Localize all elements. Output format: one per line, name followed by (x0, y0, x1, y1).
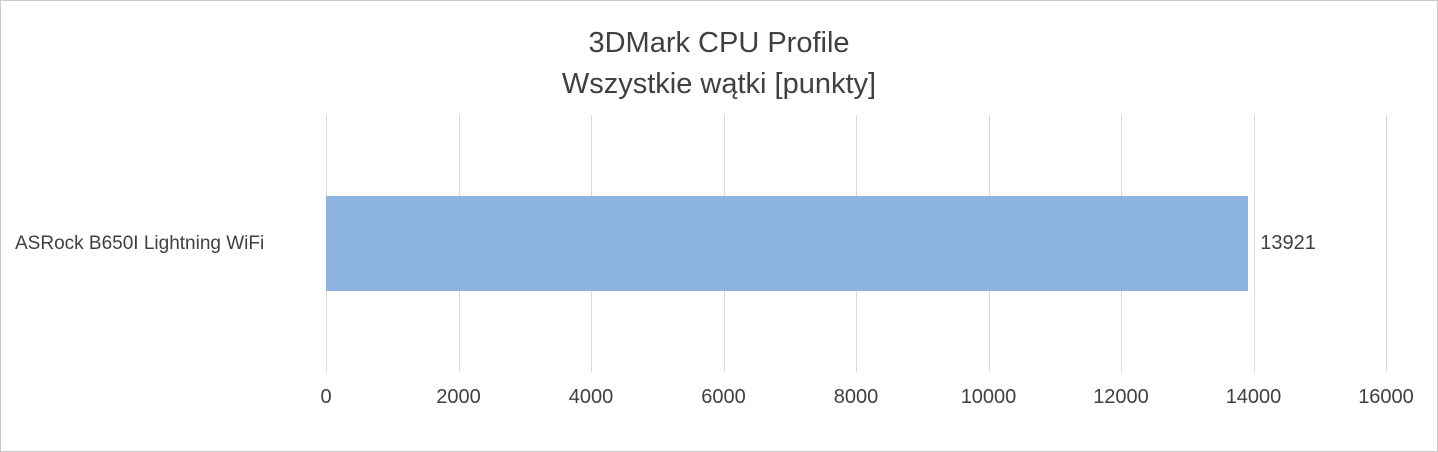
x-tick-label: 8000 (833, 386, 879, 408)
x-tick-label: 16000 (1358, 386, 1414, 408)
value-axis: 0 2000 4000 6000 8000 10000 12000 14000 16000 (320, 386, 1413, 426)
chart-title-block: 3DMark CPU Profile Wszystkie wątki [punk… (1, 1, 1437, 105)
chart-body: ASRock B650I Lightning WiFi 13921 (1, 115, 1437, 372)
plot-area: 13921 (326, 115, 1387, 372)
x-tick-label: 4000 (568, 386, 614, 408)
value-label: 13921 (1260, 232, 1316, 254)
x-tick-label: 6000 (701, 386, 746, 408)
x-tick-label: 2000 (436, 386, 481, 408)
x-tick-label: 10000 (960, 386, 1017, 408)
category-label: ASRock B650I Lightning WiFi (15, 232, 265, 254)
x-tick-label: 12000 (1093, 386, 1149, 408)
chart-subtitle: Wszystkie wątki [punkty] (561, 68, 877, 100)
gridline (1253, 115, 1255, 372)
chart-title: 3DMark CPU Profile (588, 27, 850, 59)
x-tick-label: 0 (320, 386, 332, 408)
bar-rows: 13921 (326, 115, 1386, 372)
bar (326, 196, 1249, 291)
category-axis: ASRock B650I Lightning WiFi (1, 115, 326, 372)
gridline (1386, 115, 1387, 372)
x-tick-label: 14000 (1225, 386, 1282, 408)
bar-row: 13921 (326, 115, 1386, 372)
